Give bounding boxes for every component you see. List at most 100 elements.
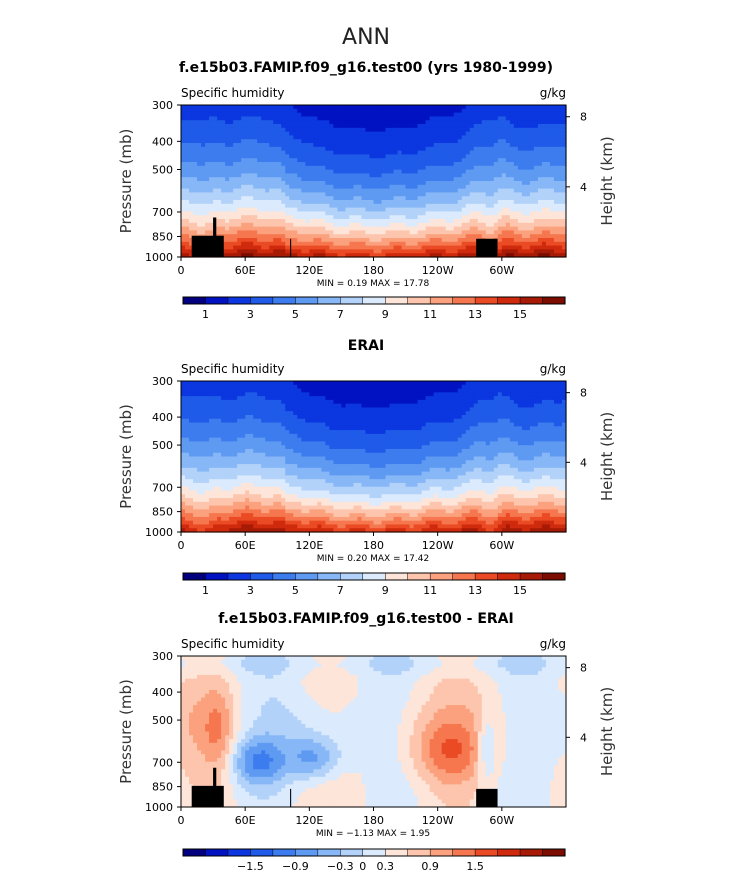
- contour-cell: [489, 158, 495, 163]
- contour-cell: [429, 146, 435, 152]
- contour-cell: [349, 112, 355, 117]
- contour-cell: [225, 399, 230, 405]
- colorbar-swatch: [317, 296, 341, 305]
- contour-cell: [405, 200, 411, 205]
- contour-cell: [369, 131, 375, 136]
- contour-cell: [201, 388, 206, 393]
- contour-cell: [273, 146, 278, 152]
- contour-cell: [345, 181, 351, 186]
- contour-cell: [265, 120, 270, 125]
- contour-cell: [541, 124, 547, 129]
- contour-cell: [349, 226, 355, 231]
- contour-cell: [205, 120, 210, 125]
- contour-cell: [505, 139, 511, 144]
- contour-cell: [301, 169, 306, 174]
- contour-cell: [233, 388, 238, 393]
- contour-cell: [229, 203, 234, 209]
- contour-cell: [281, 414, 286, 420]
- contour-cell: [525, 112, 531, 117]
- contour-cell: [213, 452, 218, 458]
- contour-cell: [273, 384, 278, 390]
- contour-cell: [205, 192, 210, 197]
- contour-cell: [201, 430, 206, 435]
- contour-cell: [277, 230, 282, 235]
- contour-cell: [541, 116, 547, 121]
- contour-cell: [233, 173, 238, 178]
- contour-cell: [181, 494, 186, 499]
- contour-cell: [345, 150, 351, 155]
- contour-cell: [197, 177, 202, 182]
- contour-cell: [477, 112, 483, 117]
- contour-cell: [185, 146, 190, 152]
- contour-cell: [273, 188, 278, 193]
- contour-cell: [353, 215, 359, 220]
- contour-cell: [489, 150, 495, 155]
- contour-cell: [469, 150, 475, 155]
- contour-cell: [437, 230, 443, 235]
- contour-cell: [541, 222, 547, 228]
- contour-cell: [217, 471, 222, 476]
- contour-cell: [513, 215, 519, 220]
- contour-cell: [285, 165, 290, 171]
- contour-cell: [265, 177, 270, 182]
- contour-cell: [253, 181, 258, 186]
- contour-cell: [305, 241, 310, 247]
- contour-cell: [217, 498, 222, 503]
- contour-cell: [505, 124, 511, 129]
- contour-cell: [533, 245, 539, 250]
- contour-cell: [205, 396, 210, 401]
- contour-cell: [269, 177, 274, 182]
- contour-cell: [261, 108, 266, 114]
- contour-cell: [497, 165, 503, 171]
- contour-cell: [389, 131, 395, 136]
- contour-cell: [349, 139, 355, 144]
- contour-cell: [517, 207, 523, 212]
- contour-cell: [329, 215, 334, 220]
- contour-cell: [529, 249, 535, 254]
- contour-cell: [301, 215, 306, 220]
- contour-cell: [209, 150, 214, 155]
- contour-cell: [473, 105, 479, 110]
- contour-cell: [189, 150, 194, 155]
- contour-cell: [425, 158, 431, 163]
- contour-cell: [269, 230, 274, 235]
- contour-cell: [561, 177, 567, 182]
- contour-cell: [549, 108, 555, 114]
- contour-cell: [285, 116, 290, 121]
- contour-cell: [505, 143, 511, 148]
- colorbar-swatch: [340, 296, 364, 305]
- contour-cell: [213, 200, 218, 205]
- contour-cell: [197, 494, 202, 499]
- contour-cell: [277, 433, 282, 439]
- contour-cell: [557, 154, 563, 159]
- contour-cell: [497, 143, 503, 148]
- contour-cell: [265, 105, 270, 110]
- contour-cell: [417, 127, 423, 133]
- contour-cell: [245, 158, 250, 163]
- contour-cell: [265, 452, 270, 458]
- contour-cell: [541, 146, 547, 152]
- contour-cell: [429, 162, 435, 167]
- contour-cell: [309, 181, 314, 186]
- contour-cell: [273, 437, 278, 443]
- contour-cell: [217, 211, 222, 216]
- contour-cell: [349, 200, 355, 205]
- contour-cell: [521, 120, 527, 125]
- contour-cell: [397, 177, 403, 182]
- contour-cell: [193, 392, 198, 397]
- contour-cell: [249, 196, 254, 201]
- contour-cell: [401, 124, 407, 129]
- contour-cell: [257, 388, 262, 393]
- contour-cell: [477, 207, 483, 212]
- contour-cell: [401, 143, 407, 148]
- contour-cell: [269, 392, 274, 397]
- contour-cell: [517, 203, 523, 209]
- contour-cell: [277, 222, 282, 228]
- contour-cell: [425, 249, 431, 254]
- contour-cell: [181, 441, 186, 446]
- contour-cell: [209, 165, 214, 171]
- contour-cell: [225, 501, 230, 507]
- contour-cell: [241, 524, 246, 529]
- contour-cell: [401, 108, 407, 114]
- contour-cell: [377, 241, 383, 247]
